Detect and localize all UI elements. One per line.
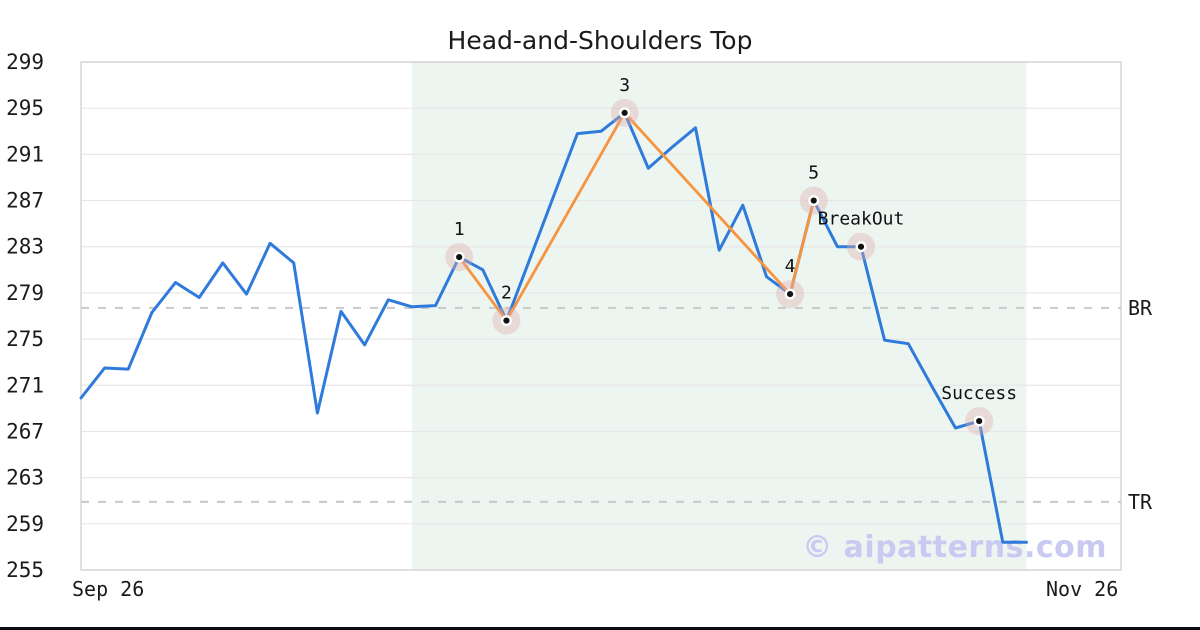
y-tick-label: 271 [6, 373, 44, 397]
y-tick-label: 295 [6, 96, 44, 120]
x-tick-end: Nov 26 [1046, 577, 1119, 601]
reference-line-label-tr: TR [1128, 490, 1153, 514]
marker-label-2: 2 [501, 283, 512, 304]
marker-label-1: 1 [454, 219, 465, 240]
y-tick-label: 283 [6, 235, 44, 259]
y-tick-label: 275 [6, 327, 44, 351]
reference-line-label-br: BR [1128, 296, 1153, 320]
y-tick-label: 291 [6, 142, 44, 166]
y-tick-label: 255 [6, 558, 44, 582]
marker-label-breakout: BreakOut [818, 209, 905, 230]
marker-label-3: 3 [619, 75, 630, 96]
marker-dot [855, 241, 867, 253]
y-tick-label: 263 [6, 466, 44, 490]
marker-dot [973, 415, 985, 427]
price-line [79, 111, 1028, 544]
pattern-shade-region [411, 62, 1027, 570]
marker-dot [808, 195, 820, 207]
y-tick-label: 267 [6, 419, 44, 443]
y-tick-label: 259 [6, 512, 44, 536]
chart-title: Head-and-Shoulders Top [447, 26, 753, 55]
marker-dot [619, 107, 631, 119]
watermark: © aipatterns.com [802, 530, 1107, 565]
y-tick-label: 279 [6, 281, 44, 305]
plot-border [80, 61, 1122, 571]
marker-label-success: Success [941, 383, 1017, 404]
marker-label-5: 5 [808, 163, 819, 184]
marker-label-4: 4 [785, 256, 796, 277]
marker-dot [453, 251, 465, 263]
bottom-bar [0, 627, 1200, 630]
marker-dot [784, 288, 796, 300]
x-tick-start: Sep 26 [72, 577, 145, 601]
marker-dot [500, 315, 512, 327]
y-tick-label: 299 [6, 50, 44, 74]
y-tick-label: 287 [6, 189, 44, 213]
